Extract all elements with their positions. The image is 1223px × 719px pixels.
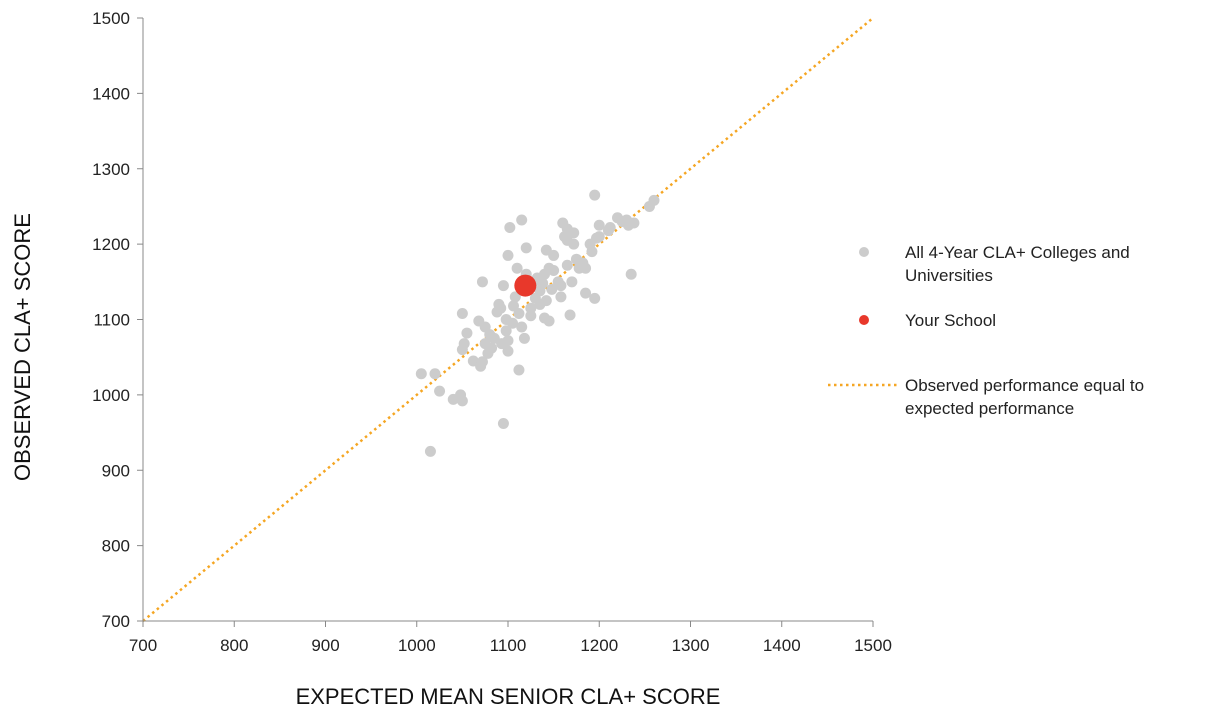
data-point: [507, 300, 519, 312]
x-axis-ticks: 700 800 900 1000 1100 1200 1300 1400 1500: [129, 621, 892, 655]
y-tick-label: 1400: [92, 84, 130, 103]
data-point: [548, 249, 560, 261]
data-point: [434, 385, 446, 397]
data-point: [429, 368, 441, 380]
data-point: [525, 310, 537, 322]
legend-marker-all-colleges: [859, 247, 869, 257]
data-point: [509, 291, 521, 303]
data-point: [543, 315, 555, 327]
points-layer: [415, 189, 660, 457]
data-point: [625, 268, 637, 280]
legend-label-all-colleges: All 4-Year CLA+ Colleges and Universitie…: [905, 243, 1135, 285]
data-point: [589, 189, 601, 201]
data-point: [593, 231, 605, 243]
data-point: [456, 307, 468, 319]
data-point: [548, 265, 560, 277]
y-tick-label: 700: [102, 612, 130, 631]
data-point: [516, 321, 528, 333]
y-axis-ticks: 700 800 900 1000 1100 1200 1300 1400 1500: [92, 9, 143, 631]
data-point: [561, 259, 573, 271]
x-axis-title: EXPECTED MEAN SENIOR CLA+ SCORE: [296, 684, 721, 709]
data-point: [504, 222, 516, 234]
data-point: [513, 364, 525, 376]
data-point: [568, 238, 580, 250]
data-point: [568, 227, 580, 239]
data-point: [566, 276, 578, 288]
data-point: [546, 283, 558, 295]
x-tick-label: 800: [220, 636, 248, 655]
data-point: [511, 262, 523, 274]
data-point: [580, 262, 592, 274]
y-tick-label: 900: [102, 461, 130, 480]
data-point: [502, 249, 514, 261]
data-point: [502, 345, 514, 357]
x-tick-label: 1500: [854, 636, 892, 655]
data-point: [586, 246, 598, 258]
data-point: [516, 214, 528, 226]
data-point: [537, 277, 549, 289]
data-point: [502, 335, 514, 347]
data-point: [604, 222, 616, 234]
data-point: [555, 291, 567, 303]
y-tick-label: 800: [102, 537, 130, 556]
y-axis-title: OBSERVED CLA+ SCORE: [10, 213, 35, 481]
y-tick-label: 1200: [92, 235, 130, 254]
data-point: [497, 280, 509, 292]
data-point: [500, 325, 512, 337]
x-tick-label: 1200: [580, 636, 618, 655]
your-school-point: [514, 274, 537, 297]
reference-line: [142, 17, 874, 622]
x-tick-label: 700: [129, 636, 157, 655]
data-point: [476, 356, 488, 368]
y-tick-label: 1300: [92, 160, 130, 179]
data-point: [495, 302, 507, 314]
x-tick-label: 1400: [763, 636, 801, 655]
data-point: [486, 342, 498, 354]
x-tick-label: 900: [311, 636, 339, 655]
reference-line-layer: [142, 17, 874, 622]
data-point: [424, 445, 436, 457]
y-tick-label: 1500: [92, 9, 130, 28]
x-tick-label: 1100: [490, 636, 527, 655]
x-tick-label: 1300: [672, 636, 710, 655]
data-point: [580, 287, 592, 299]
data-point: [564, 309, 576, 321]
data-point: [456, 395, 468, 407]
data-point: [555, 280, 567, 292]
data-point: [593, 219, 605, 231]
data-point: [415, 368, 427, 380]
data-point: [518, 332, 530, 344]
legend-marker-your-school: [859, 315, 869, 325]
data-point: [513, 307, 525, 319]
data-point: [497, 418, 509, 430]
data-point: [476, 276, 488, 288]
data-point: [461, 327, 473, 339]
data-point: [507, 317, 519, 329]
data-point: [648, 194, 660, 206]
data-point: [520, 242, 532, 254]
data-point: [458, 338, 470, 350]
y-tick-label: 1000: [92, 386, 130, 405]
data-point: [628, 217, 640, 229]
legend: All 4-Year CLA+ Colleges and Universitie…: [828, 243, 1149, 418]
y-tick-label: 1100: [93, 311, 130, 330]
legend-label-reference-line: Observed performance equal to expected p…: [905, 376, 1149, 418]
legend-label-your-school: Your School: [905, 311, 996, 330]
data-point: [589, 292, 601, 304]
data-point: [525, 302, 537, 314]
your-school-layer: [514, 274, 537, 297]
x-tick-label: 1000: [398, 636, 436, 655]
data-point: [540, 295, 552, 307]
